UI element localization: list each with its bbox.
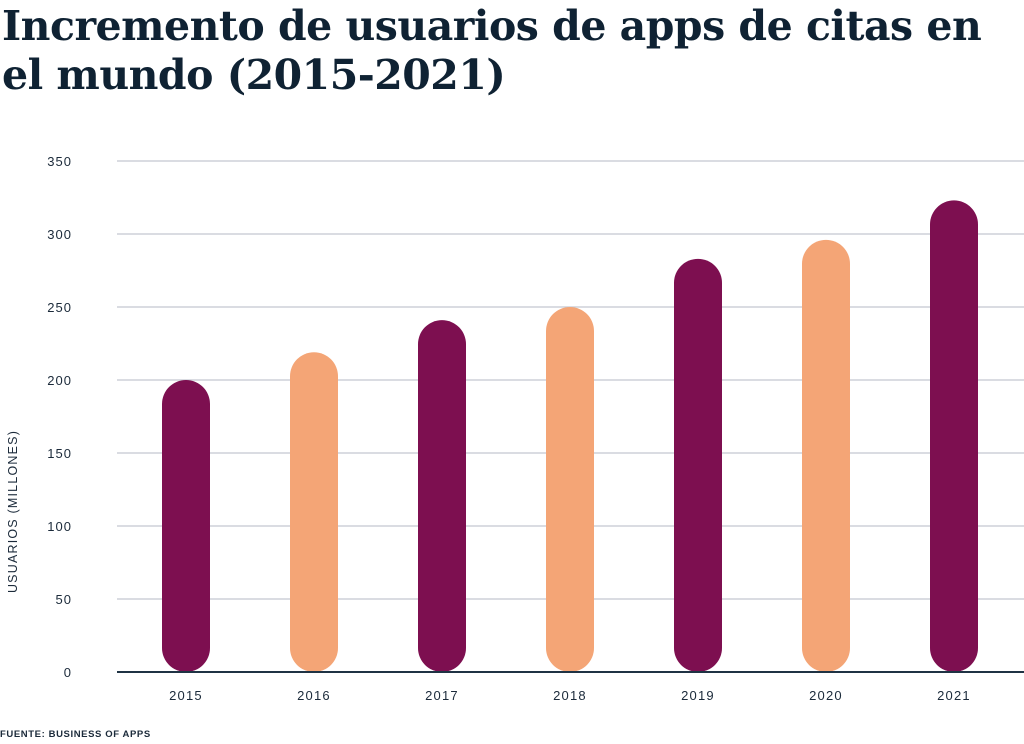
bar-2021 bbox=[930, 200, 978, 673]
x-tick-label: 2017 bbox=[425, 688, 459, 703]
x-tick-label: 2015 bbox=[169, 688, 203, 703]
bar-2015 bbox=[162, 380, 210, 672]
y-tick-label: 100 bbox=[47, 519, 72, 534]
bar-2016 bbox=[290, 352, 338, 672]
y-tick-label: 250 bbox=[47, 300, 72, 315]
y-tick-label: 0 bbox=[64, 665, 72, 680]
source-note: FUENTE: BUSINESS OF APPS bbox=[0, 729, 151, 740]
bar-2019 bbox=[674, 258, 722, 672]
bar-2018 bbox=[546, 307, 594, 672]
x-tick-label: 2020 bbox=[809, 688, 843, 703]
y-tick-label: 50 bbox=[56, 592, 72, 607]
y-tick-label: 300 bbox=[47, 227, 72, 242]
y-tick-label: 200 bbox=[47, 373, 72, 388]
chart-title: Incremento de usuarios de apps de citas … bbox=[2, 2, 982, 99]
x-tick-label: 2016 bbox=[297, 688, 331, 703]
x-tick-label: 2021 bbox=[937, 688, 971, 703]
bar-2017 bbox=[418, 320, 466, 672]
y-tick-label: 350 bbox=[47, 154, 72, 169]
y-tick-label: 150 bbox=[47, 446, 72, 461]
y-axis-label: USUARIOS (MILLONES) bbox=[6, 430, 20, 593]
bar-2020 bbox=[802, 239, 850, 672]
x-tick-label: 2019 bbox=[681, 688, 715, 703]
x-tick-label: 2018 bbox=[553, 688, 587, 703]
